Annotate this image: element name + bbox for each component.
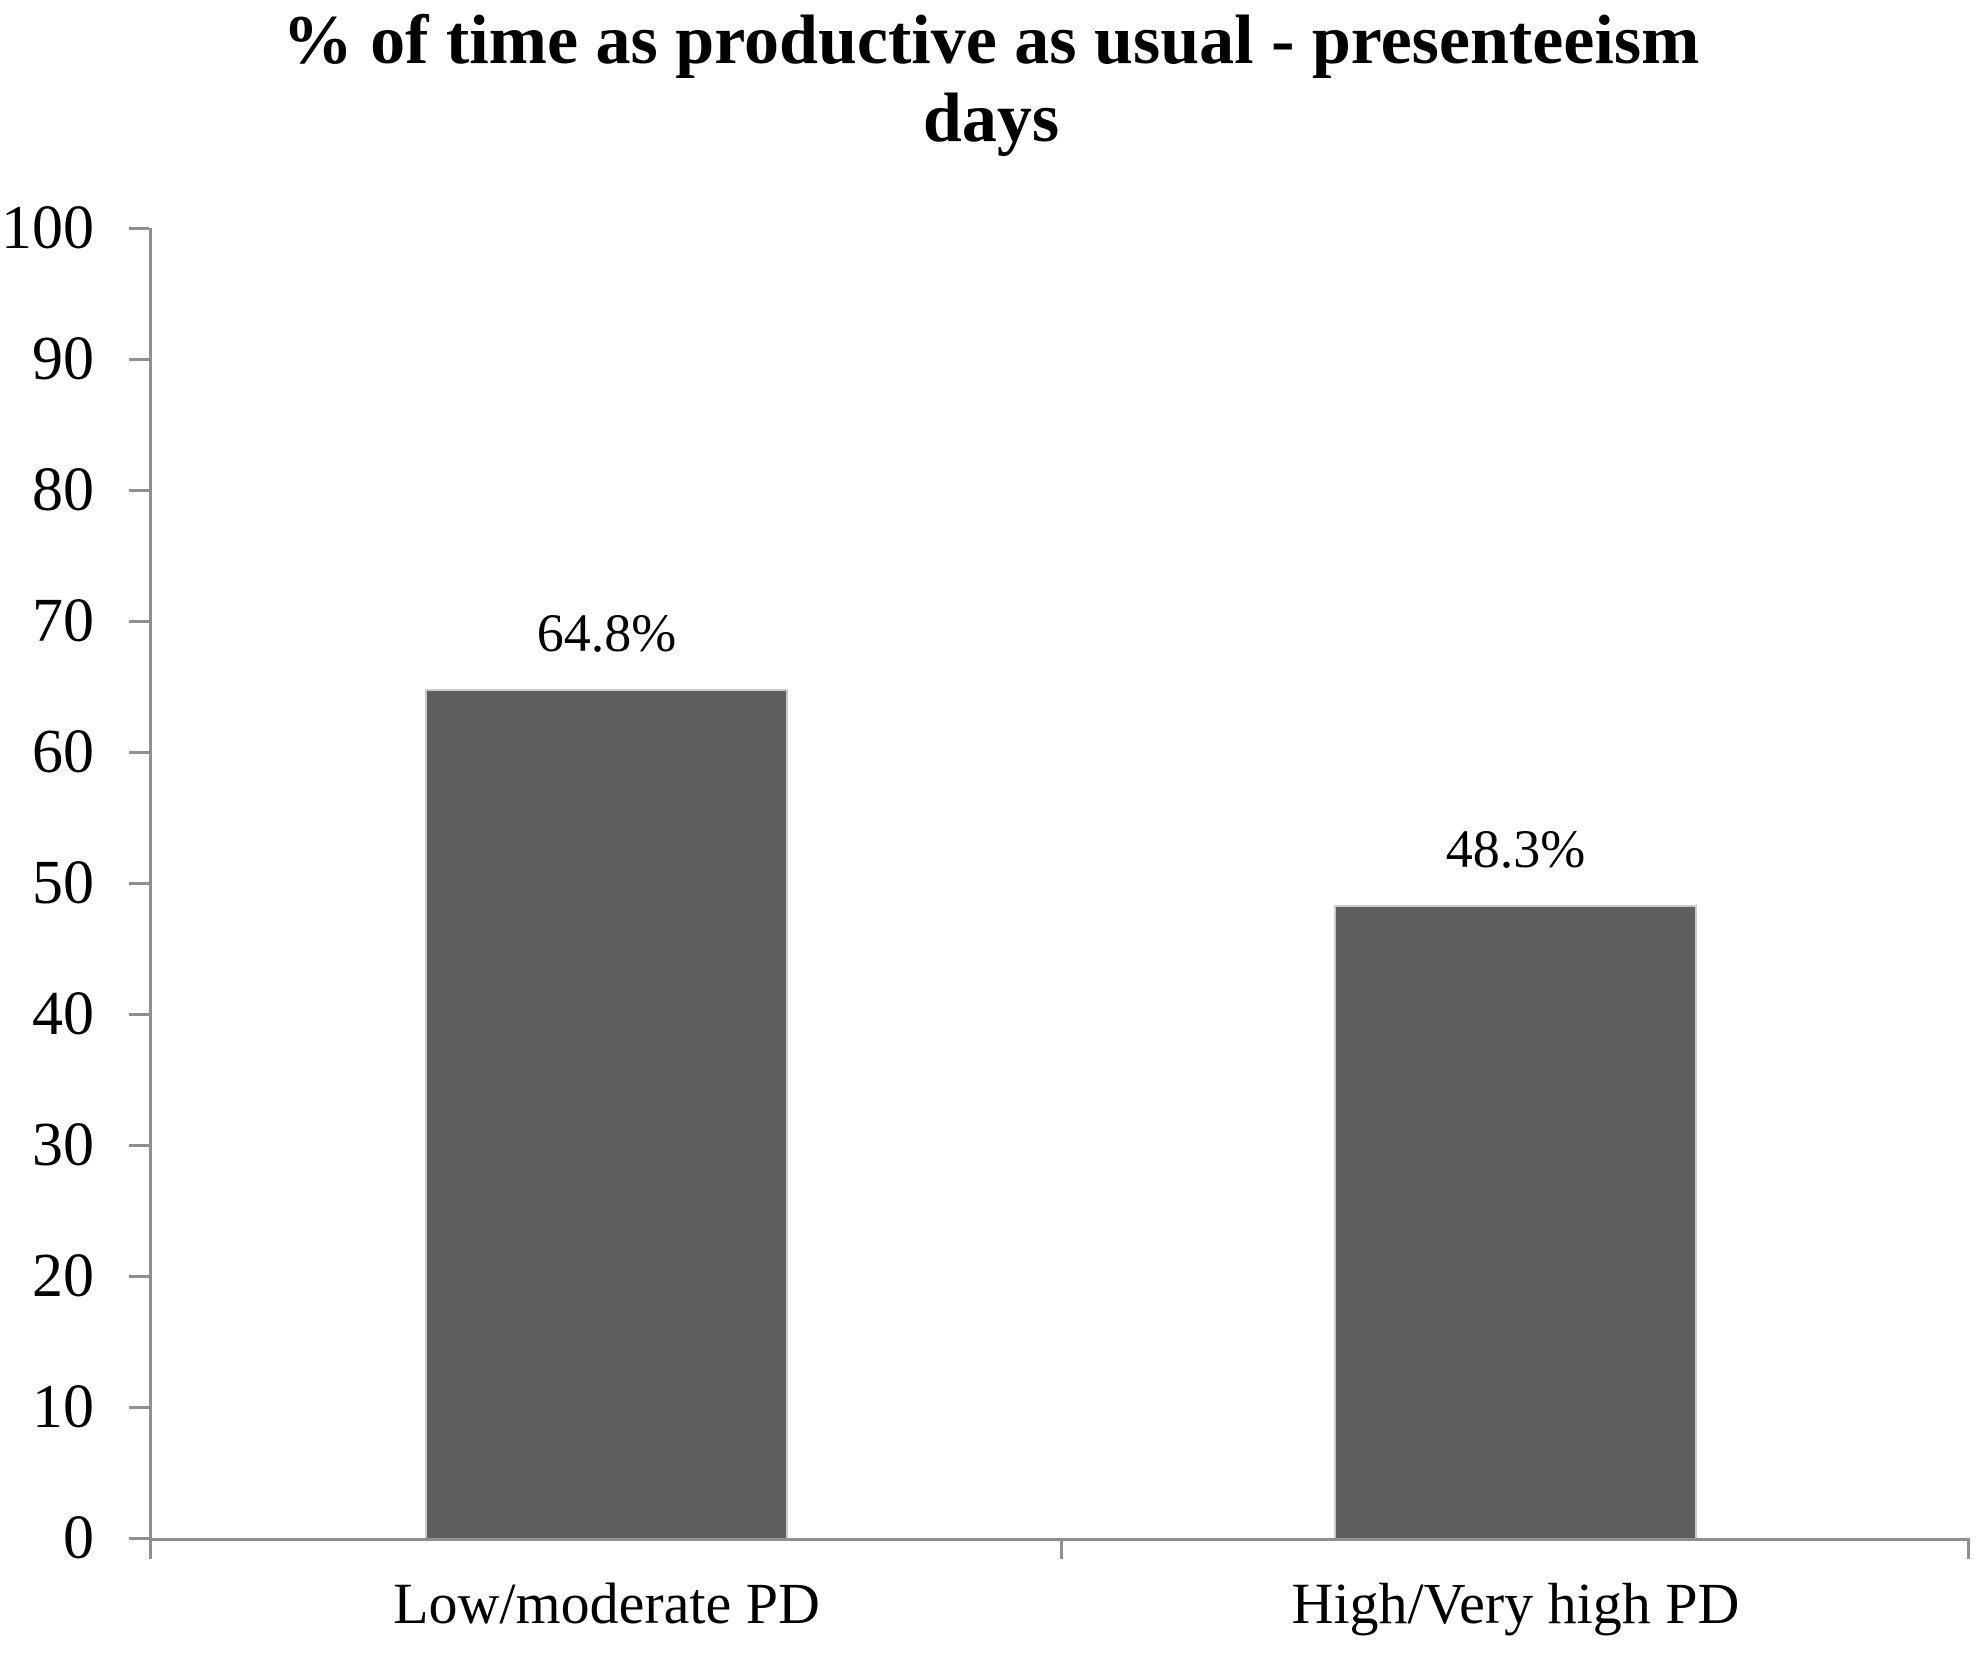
y-tick — [129, 1012, 149, 1016]
y-tick-label: 20 — [32, 1242, 94, 1310]
y-tick-label: 30 — [32, 1111, 94, 1179]
plot-area: 0 10 20 30 40 50 60 70 80 90 100 64.8% Low/moderate… — [1, 197, 1970, 1635]
y-tick — [129, 1536, 149, 1540]
y-tick-label: 90 — [32, 325, 94, 393]
y-tick — [129, 1274, 149, 1278]
y-tick-label: 100 — [1, 194, 94, 262]
y-tick-label: 70 — [32, 587, 94, 655]
bar-high-very-high-pd — [1333, 905, 1698, 1538]
y-tick — [129, 881, 149, 885]
y-tick — [129, 488, 149, 492]
chart-title-line-1: % of time as productive as usual - prese… — [282, 2, 1700, 79]
category-label-low-moderate-pd: Low/moderate PD — [393, 1571, 820, 1636]
y-tick-label: 60 — [32, 718, 94, 786]
y-tick-label: 10 — [32, 1373, 94, 1441]
data-label-high-very-high-pd: 48.3% — [1445, 818, 1586, 879]
data-label-low-moderate-pd: 64.8% — [536, 602, 677, 663]
y-tick — [129, 357, 149, 361]
y-axis-line — [149, 228, 152, 1559]
y-tick — [129, 619, 149, 623]
x-tick — [149, 1538, 152, 1559]
y-tick-label: 0 — [63, 1504, 94, 1572]
y-tick-label: 40 — [32, 980, 94, 1048]
y-tick — [129, 750, 149, 754]
x-tick — [1059, 1538, 1063, 1559]
category-label-high-very-high-pd: High/Very high PD — [1291, 1571, 1740, 1636]
y-tick-label: 50 — [32, 849, 94, 917]
chart-title: % of time as productive as usual - prese… — [0, 2, 1982, 159]
y-tick — [129, 1143, 149, 1147]
y-tick — [129, 1405, 149, 1409]
y-tick-label: 80 — [32, 456, 94, 524]
bar-low-moderate-pd — [424, 689, 789, 1538]
y-tick — [129, 226, 149, 230]
chart-title-line-2: days — [922, 80, 1060, 158]
x-tick — [1967, 1538, 1970, 1559]
